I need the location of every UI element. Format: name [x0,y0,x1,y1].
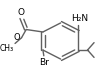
Text: CH₃: CH₃ [0,44,14,53]
Text: O: O [17,8,24,17]
Text: Br: Br [39,58,49,67]
Text: H₂N: H₂N [71,14,88,23]
Text: O: O [13,33,20,42]
